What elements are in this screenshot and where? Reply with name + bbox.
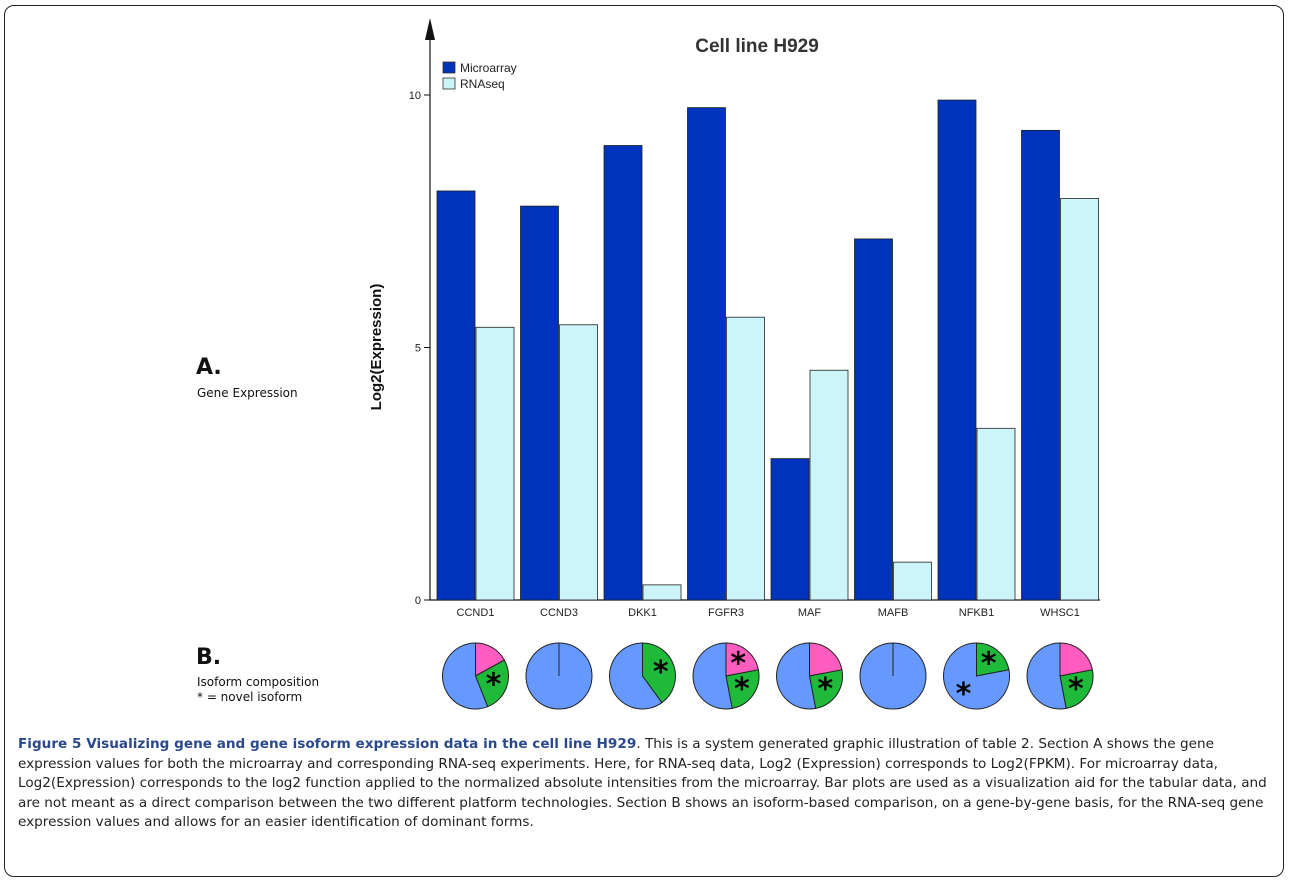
x-tick-label: NFKB1 xyxy=(959,607,994,619)
y-axis-label: Log2(Expression) xyxy=(368,284,385,411)
pie-slice xyxy=(609,642,663,710)
legend-label: Microarray xyxy=(460,61,517,75)
x-tick-label: FGFR3 xyxy=(708,607,744,619)
bar xyxy=(976,427,1016,601)
pie-slice xyxy=(976,642,1010,677)
pie-slice xyxy=(442,642,489,710)
x-tick-label: CCND1 xyxy=(457,607,495,619)
y-tick-label: 5 xyxy=(415,343,421,355)
bar xyxy=(854,238,893,601)
x-tick-label: DKK1 xyxy=(628,607,657,619)
bar xyxy=(770,458,810,601)
pie-slice xyxy=(642,642,676,704)
bar xyxy=(642,584,682,601)
bar xyxy=(893,561,932,601)
chart: Cell line H929 0 5 10 Log2(Expression) Microa… xyxy=(368,18,1100,712)
caption-body: . This is a system generated graphic ill… xyxy=(18,736,1267,830)
x-tick-label: MAFB xyxy=(878,607,909,619)
caption-title: Figure 5 Visualizing gene and gene isofo… xyxy=(18,736,637,752)
y-tick-label: 0 xyxy=(415,595,421,607)
novel-isoform-marker: * xyxy=(734,672,750,707)
panel-b-note: * = novel isoform xyxy=(197,690,303,704)
bar xyxy=(603,145,643,601)
legend-label: RNAseq xyxy=(460,77,505,91)
pie-slice xyxy=(1059,669,1094,710)
novel-isoform-marker: * xyxy=(486,667,502,702)
panel-b-letter: B. xyxy=(196,645,222,670)
panel-a-letter: A. xyxy=(196,355,222,380)
y-axis-arrow xyxy=(425,18,435,40)
bar xyxy=(726,316,765,601)
bar xyxy=(1021,129,1060,601)
bar xyxy=(809,369,849,601)
novel-isoform-marker: * xyxy=(653,655,669,690)
chart-title: Cell line H929 xyxy=(695,36,819,57)
figure-caption: Figure 5 Visualizing gene and gene isofo… xyxy=(18,735,1276,833)
novel-isoform-marker: * xyxy=(956,677,972,712)
pie-slice xyxy=(692,642,733,710)
pie-slice xyxy=(1026,642,1067,710)
panel-a-subtitle: Gene Expression xyxy=(197,386,298,400)
pie-slice xyxy=(1059,642,1094,677)
y-tick-label: 10 xyxy=(409,90,421,102)
pie-slice xyxy=(776,642,817,710)
legend-swatch xyxy=(442,61,456,74)
figure-frame xyxy=(4,5,1284,877)
x-tick-label: WHSC1 xyxy=(1040,607,1080,619)
x-tick-label: CCND3 xyxy=(540,607,578,619)
pie-slice xyxy=(808,669,843,710)
pie-slice xyxy=(474,659,509,708)
legend-swatch xyxy=(442,77,456,90)
novel-isoform-marker: * xyxy=(817,672,833,707)
bar xyxy=(937,99,977,601)
pie-slice xyxy=(725,669,760,710)
pie-slice xyxy=(725,642,760,677)
bar xyxy=(687,107,726,601)
x-tick-label: MAF xyxy=(798,607,822,619)
bar xyxy=(475,326,515,601)
bar xyxy=(520,205,559,601)
bar xyxy=(559,324,598,601)
pie-slice xyxy=(809,642,843,677)
novel-isoform-marker: * xyxy=(1068,672,1084,707)
panel-b-subtitle: Isoform composition xyxy=(197,675,320,689)
pie-slice xyxy=(943,642,1010,710)
bar xyxy=(436,190,476,601)
bar xyxy=(1060,198,1099,601)
